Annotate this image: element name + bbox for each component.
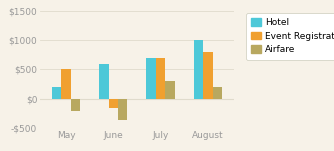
Bar xyxy=(118,99,128,120)
Legend: Hotel, Event Registration, Airfare: Hotel, Event Registration, Airfare xyxy=(246,13,334,60)
Bar xyxy=(194,40,203,99)
Bar xyxy=(212,87,222,99)
Bar xyxy=(165,81,175,99)
Bar xyxy=(156,58,165,99)
Bar xyxy=(71,99,80,111)
Bar xyxy=(203,52,212,99)
Bar xyxy=(52,87,61,99)
Bar xyxy=(99,64,109,99)
Bar xyxy=(146,58,156,99)
Bar xyxy=(109,99,118,108)
Bar xyxy=(61,69,71,99)
